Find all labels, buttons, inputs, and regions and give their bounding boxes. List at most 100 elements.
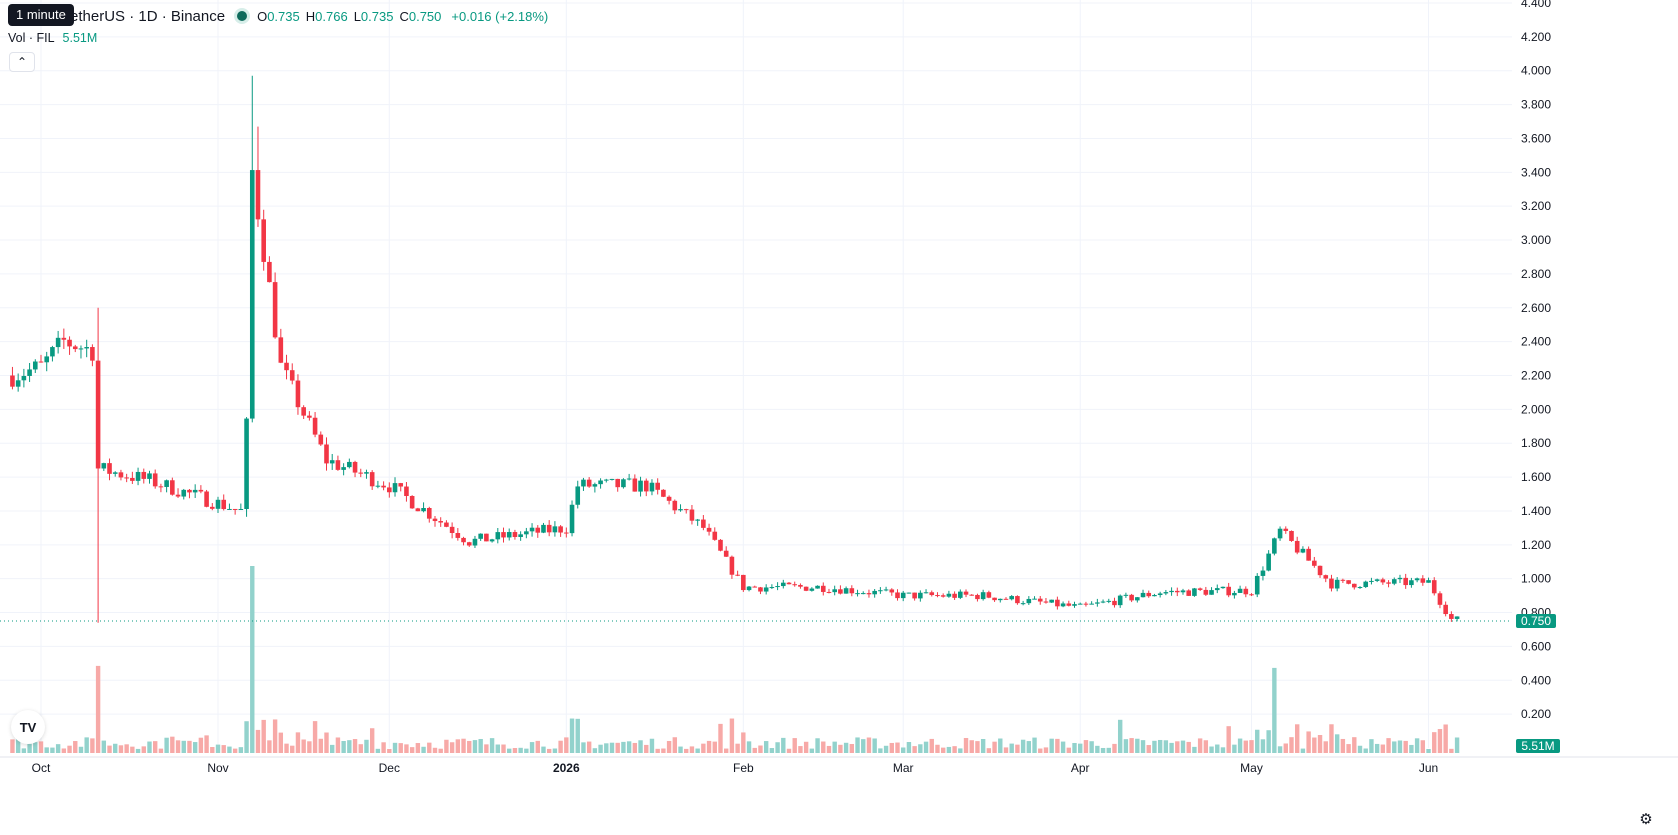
volume-bar bbox=[1146, 745, 1151, 753]
candle-body bbox=[438, 521, 443, 523]
volume-bar bbox=[975, 741, 980, 753]
price-tick-label: 3.600 bbox=[1521, 131, 1551, 145]
candle-body bbox=[1106, 600, 1112, 602]
volume-bar bbox=[84, 737, 89, 753]
candle-body bbox=[758, 587, 763, 592]
price-tick-label: 1.600 bbox=[1521, 470, 1551, 484]
price-tick-label: 3.800 bbox=[1521, 98, 1551, 112]
candle-body bbox=[1334, 579, 1340, 589]
volume-bar bbox=[678, 746, 683, 753]
volume-bar bbox=[775, 742, 780, 753]
candle-body bbox=[1089, 603, 1094, 605]
volume-bar bbox=[1334, 734, 1340, 753]
candle-body bbox=[786, 582, 792, 585]
volume-bar bbox=[1100, 747, 1106, 753]
volume-bar bbox=[61, 748, 67, 753]
volume-bar bbox=[427, 742, 432, 753]
volume-bar bbox=[455, 739, 461, 753]
candle-body bbox=[301, 407, 306, 416]
candle-body bbox=[1117, 595, 1123, 606]
candle-body bbox=[638, 480, 643, 492]
volume-bar bbox=[1363, 748, 1368, 753]
volume-bar bbox=[649, 738, 655, 753]
candle-body bbox=[1209, 590, 1214, 595]
candle-body bbox=[158, 486, 164, 488]
volume-label[interactable]: Vol · FIL bbox=[8, 31, 55, 45]
price-tick-label: 1.400 bbox=[1521, 504, 1551, 518]
market-status-icon[interactable] bbox=[237, 11, 248, 21]
candle-body bbox=[130, 477, 135, 481]
volume-bar bbox=[763, 741, 769, 753]
candle-body bbox=[1032, 598, 1037, 600]
volume-bar bbox=[638, 740, 643, 753]
candle-body bbox=[1454, 616, 1460, 619]
chart-legend: etherUS · 1D · Binance O0.735 H0.766 L0.… bbox=[8, 6, 548, 26]
volume-bar bbox=[158, 748, 164, 753]
volume-bar bbox=[815, 738, 820, 753]
time-tick-label: Mar bbox=[893, 761, 914, 775]
candle-body bbox=[706, 527, 712, 532]
candle-body bbox=[1003, 598, 1009, 600]
candle-body bbox=[963, 591, 969, 595]
volume-bar bbox=[227, 746, 232, 753]
collapse-legend-button[interactable]: ⌃ bbox=[9, 52, 35, 72]
tradingview-logo-icon[interactable]: TV bbox=[11, 710, 45, 744]
candle-body bbox=[946, 593, 952, 597]
volume-bar bbox=[746, 741, 752, 753]
candle-body bbox=[364, 472, 369, 474]
candle-body bbox=[284, 362, 289, 371]
volume-bar bbox=[272, 719, 278, 753]
volume-bar bbox=[170, 736, 175, 753]
candle-body bbox=[192, 489, 198, 493]
price-tick-label: 3.000 bbox=[1521, 233, 1551, 247]
volume-bar bbox=[192, 742, 198, 753]
volume-bar bbox=[798, 746, 803, 753]
candle-body bbox=[1272, 538, 1277, 554]
candle-body bbox=[541, 524, 546, 533]
candle-body bbox=[1095, 602, 1100, 604]
volume-bar bbox=[1283, 743, 1288, 753]
candle-body bbox=[586, 479, 592, 487]
candle-body bbox=[398, 483, 404, 487]
volume-bar bbox=[632, 742, 638, 753]
candle-body bbox=[369, 472, 375, 487]
volume-bar bbox=[375, 748, 381, 753]
volume-bar bbox=[712, 741, 717, 753]
volume-bar bbox=[1357, 745, 1363, 753]
volume-bar bbox=[701, 743, 706, 753]
candle-body bbox=[672, 500, 678, 511]
volume-bar bbox=[78, 746, 84, 753]
volume-bar bbox=[1420, 740, 1426, 753]
candle-body bbox=[552, 526, 558, 533]
candle-body bbox=[1346, 580, 1351, 584]
time-tick-label: Feb bbox=[733, 761, 754, 775]
volume-bar bbox=[421, 746, 426, 753]
interval-tooltip: 1 minute bbox=[8, 4, 74, 26]
candle-body bbox=[535, 527, 541, 533]
candle-body bbox=[1403, 577, 1408, 586]
candle-body bbox=[375, 485, 381, 487]
volume-bar bbox=[963, 737, 969, 753]
candle-body bbox=[849, 588, 855, 594]
candle-body bbox=[152, 473, 158, 487]
volume-bar bbox=[912, 746, 917, 753]
candle-body bbox=[1277, 528, 1283, 539]
volume-bar bbox=[324, 732, 329, 753]
candle-body bbox=[444, 522, 449, 527]
candle-body bbox=[918, 592, 923, 599]
volume-bar bbox=[1215, 744, 1220, 753]
candle-body bbox=[763, 587, 769, 592]
time-tick-label: Jun bbox=[1419, 761, 1438, 775]
volume-bar bbox=[1157, 739, 1163, 753]
volume-bar bbox=[598, 744, 603, 753]
volume-bar bbox=[1249, 740, 1254, 753]
gear-icon[interactable]: ⚙ bbox=[1639, 811, 1653, 828]
volume-bar bbox=[855, 737, 860, 753]
candle-body bbox=[1357, 587, 1363, 589]
symbol-title[interactable]: etherUS · 1D · Binance bbox=[70, 7, 226, 25]
volume-bar bbox=[849, 743, 855, 753]
volume-bar bbox=[347, 740, 352, 753]
time-tick-label: Oct bbox=[32, 761, 51, 775]
volume-bar bbox=[215, 744, 221, 753]
